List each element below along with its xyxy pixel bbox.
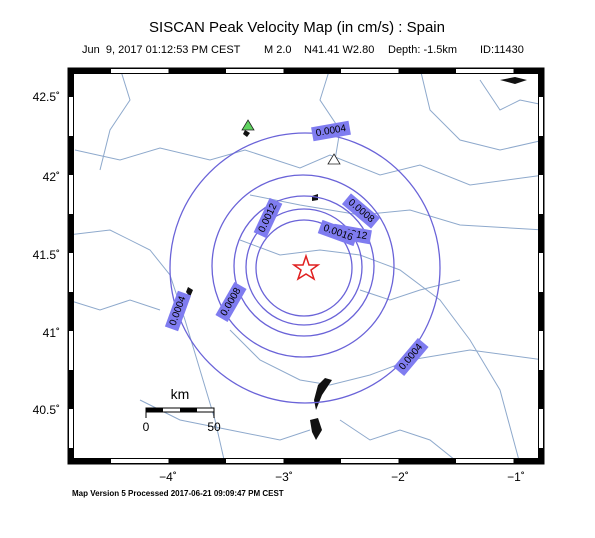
scale-start: 0	[143, 420, 150, 434]
contour	[211, 174, 395, 358]
scale-bar: km 0 50	[143, 386, 221, 434]
event-date: Jun 9, 2017 01:12:53 PM CEST	[82, 44, 241, 56]
footer: Map Version 5 Processed 2017-06-21 09:09…	[72, 489, 284, 498]
event-location: N41.41 W2.80	[304, 44, 374, 56]
contour	[245, 208, 363, 326]
epicenter	[291, 253, 321, 281]
contour	[233, 195, 375, 337]
map-area: 0.0004 0.0004 0.0004 0.0008 0.0008 0.001…	[67, 67, 545, 465]
scale-unit: km	[171, 386, 190, 402]
lon-label: −2˚	[391, 470, 409, 484]
map-frame	[67, 67, 545, 465]
event-info: Jun 9, 2017 01:12:53 PM CEST M 2.0 N41.4…	[82, 44, 524, 56]
lon-label: −1˚	[507, 470, 525, 484]
contour	[255, 219, 353, 317]
lat-label: 41˚	[43, 326, 60, 340]
event-magnitude: M 2.0	[264, 44, 292, 56]
rivers	[67, 67, 545, 465]
lon-label: −4˚	[159, 470, 177, 484]
lat-label: 40.5˚	[33, 403, 60, 417]
lat-label: 41.5˚	[33, 248, 60, 262]
contour-label-text: 0.0004	[315, 123, 347, 139]
lakes	[186, 77, 527, 440]
event-id: ID:11430	[480, 44, 524, 56]
lon-labels: −4˚ −3˚ −2˚ −1˚	[159, 470, 525, 484]
contour	[169, 132, 441, 404]
lon-label: −3˚	[275, 470, 293, 484]
lat-label: 42.5˚	[33, 90, 60, 104]
map-background	[68, 68, 544, 464]
station	[241, 119, 255, 131]
event-depth: Depth: -1.5km	[388, 44, 457, 56]
lat-labels: 42.5˚ 42˚ 41.5˚ 41˚ 40.5˚	[33, 90, 60, 417]
scale-end: 50	[207, 420, 221, 434]
lat-label: 42˚	[43, 170, 60, 184]
station	[327, 153, 341, 165]
title: SISCAN Peak Velocity Map (in cm/s) : Spa…	[149, 19, 445, 36]
contour-label: 0.0004	[311, 120, 351, 142]
